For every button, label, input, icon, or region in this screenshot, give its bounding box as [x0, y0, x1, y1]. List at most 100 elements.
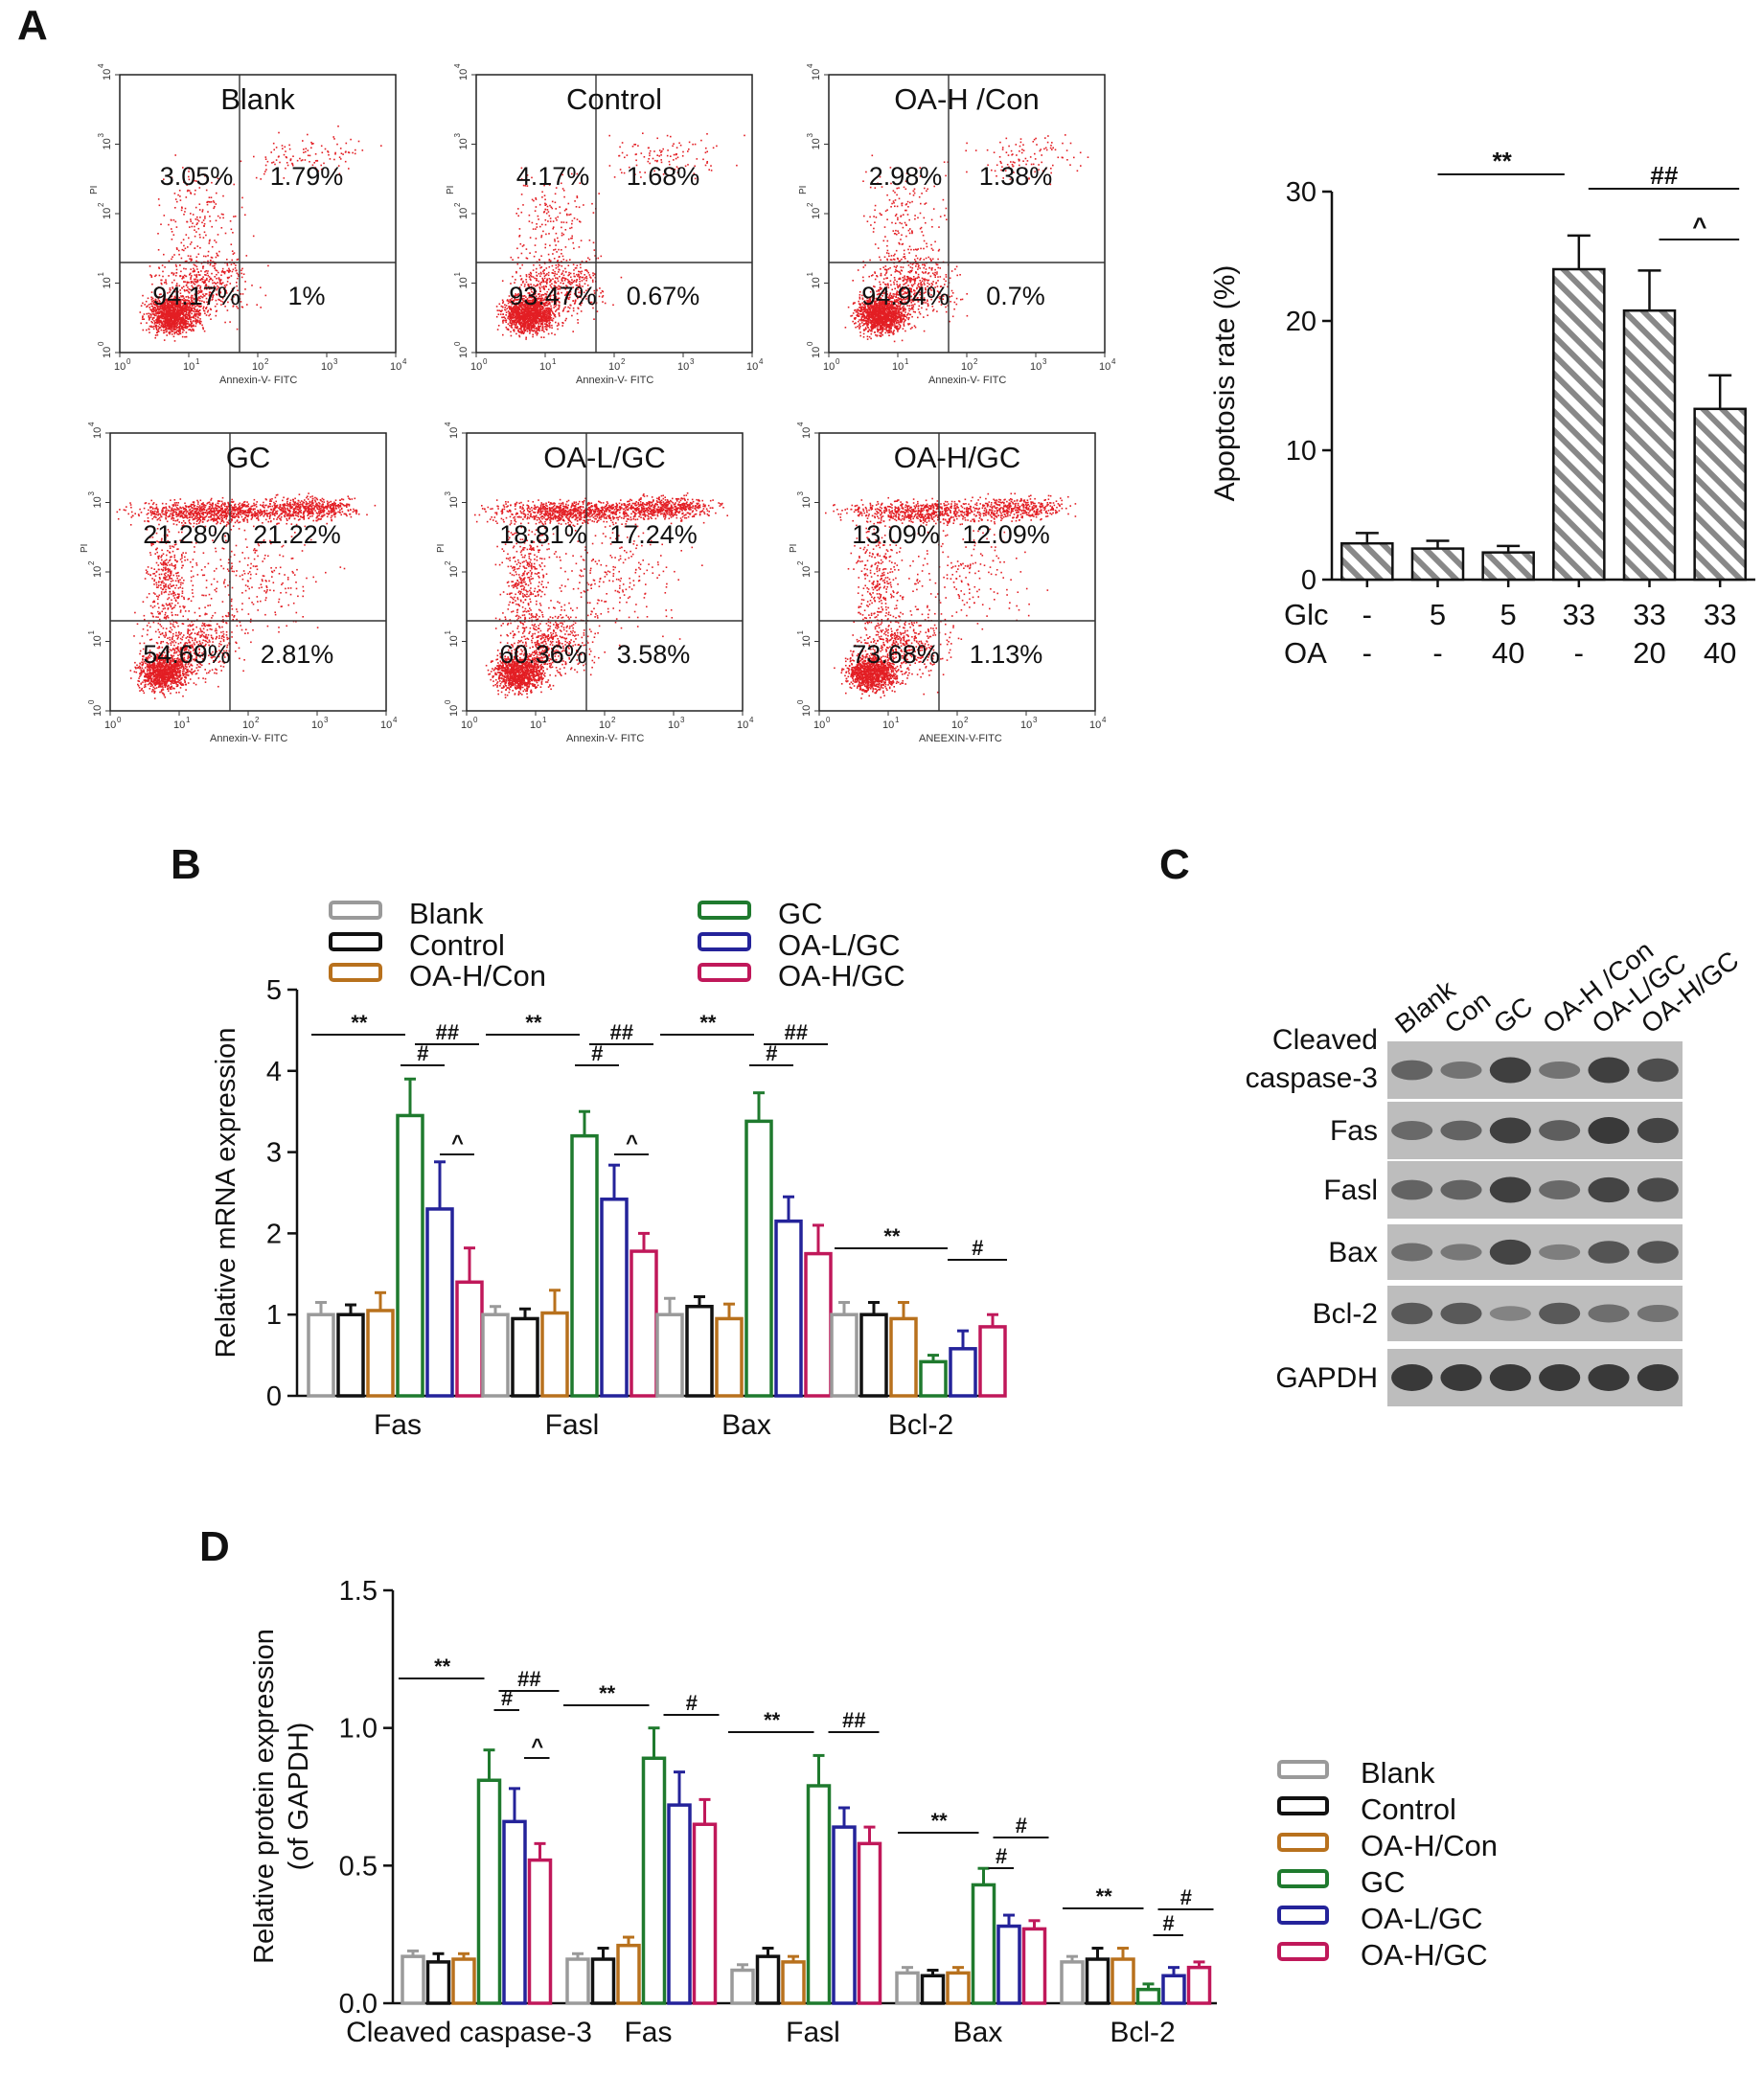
event-dot — [567, 238, 570, 240]
event-dot — [181, 326, 183, 329]
event-dot — [538, 259, 540, 261]
event-dot — [554, 201, 557, 204]
event-dot — [164, 304, 167, 307]
event-dot — [183, 288, 186, 291]
event-dot — [173, 321, 175, 324]
event-dot — [236, 282, 238, 284]
event-dot — [195, 281, 196, 284]
event-dot — [173, 254, 175, 256]
event-dot — [172, 324, 174, 326]
event-dot — [197, 314, 199, 316]
event-dot — [148, 312, 149, 315]
event-dot — [171, 316, 173, 319]
event-dot — [179, 195, 181, 197]
event-dot — [171, 326, 172, 328]
event-dot — [285, 156, 287, 158]
event-dot — [573, 272, 575, 275]
event-dot — [174, 274, 177, 277]
event-dot — [547, 332, 550, 335]
event-dot — [195, 319, 198, 321]
event-dot — [194, 274, 196, 276]
event-dot — [155, 305, 158, 308]
event-dot — [580, 266, 582, 269]
x-tick-label: 10 — [539, 361, 551, 373]
event-dot — [589, 276, 591, 278]
event-dot — [167, 303, 169, 306]
event-dot — [174, 315, 176, 317]
event-dot — [206, 301, 208, 304]
event-dot — [169, 304, 172, 307]
event-dot — [348, 151, 351, 154]
event-dot — [154, 301, 156, 304]
event-dot — [278, 155, 280, 157]
event-dot — [240, 306, 243, 308]
event-dot — [908, 317, 910, 319]
event-dot — [233, 183, 235, 186]
event-dot — [160, 314, 163, 317]
event-dot — [168, 302, 171, 304]
event-dot — [163, 305, 165, 308]
event-dot — [540, 336, 542, 338]
event-dot — [169, 291, 171, 293]
event-dot — [206, 279, 208, 281]
event-dot — [333, 138, 335, 140]
event-dot — [344, 160, 347, 163]
event-dot — [215, 299, 218, 302]
event-dot — [551, 200, 554, 203]
event-dot — [561, 249, 562, 251]
event-dot — [187, 306, 189, 308]
event-dot — [533, 263, 535, 266]
event-dot — [218, 277, 220, 280]
event-dot — [539, 323, 542, 325]
event-dot — [203, 225, 205, 227]
event-dot — [202, 293, 204, 295]
event-dot — [549, 316, 551, 319]
event-dot — [543, 320, 546, 322]
event-dot — [169, 321, 172, 324]
event-dot — [194, 293, 196, 296]
event-dot — [180, 209, 183, 212]
y-tick-exponent: 0 — [453, 341, 462, 346]
event-dot — [160, 279, 162, 282]
event-dot — [172, 310, 173, 312]
event-dot — [545, 267, 548, 269]
event-dot — [203, 330, 206, 332]
event-dot — [221, 297, 224, 300]
event-dot — [171, 219, 172, 221]
event-dot — [702, 158, 704, 161]
event-dot — [165, 322, 168, 324]
event-dot — [202, 328, 204, 331]
event-dot — [612, 304, 614, 307]
event-dot — [154, 324, 157, 327]
event-dot — [199, 286, 201, 289]
event-dot — [196, 312, 198, 315]
event-dot — [539, 271, 542, 274]
event-dot — [648, 158, 650, 160]
event-dot — [744, 134, 745, 137]
event-dot — [158, 308, 161, 310]
event-dot — [160, 329, 163, 331]
event-dot — [528, 328, 530, 331]
event-dot — [158, 204, 161, 207]
event-dot — [175, 331, 177, 333]
event-dot — [194, 179, 195, 182]
event-dot — [581, 270, 583, 273]
event-dot — [532, 276, 535, 278]
event-dot — [178, 315, 181, 317]
event-dot — [213, 201, 216, 204]
event-dot — [218, 294, 220, 297]
event-dot — [169, 331, 172, 333]
event-dot — [340, 152, 343, 154]
event-dot — [150, 296, 153, 299]
event-dot — [675, 147, 678, 148]
event-dot — [519, 323, 522, 326]
event-dot — [179, 329, 181, 331]
event-dot — [203, 231, 206, 234]
event-dot — [569, 272, 572, 275]
event-dot — [205, 234, 207, 237]
event-dot — [548, 278, 551, 280]
event-dot — [587, 257, 589, 260]
event-dot — [174, 317, 176, 320]
event-dot — [535, 317, 538, 320]
event-dot — [160, 310, 163, 313]
